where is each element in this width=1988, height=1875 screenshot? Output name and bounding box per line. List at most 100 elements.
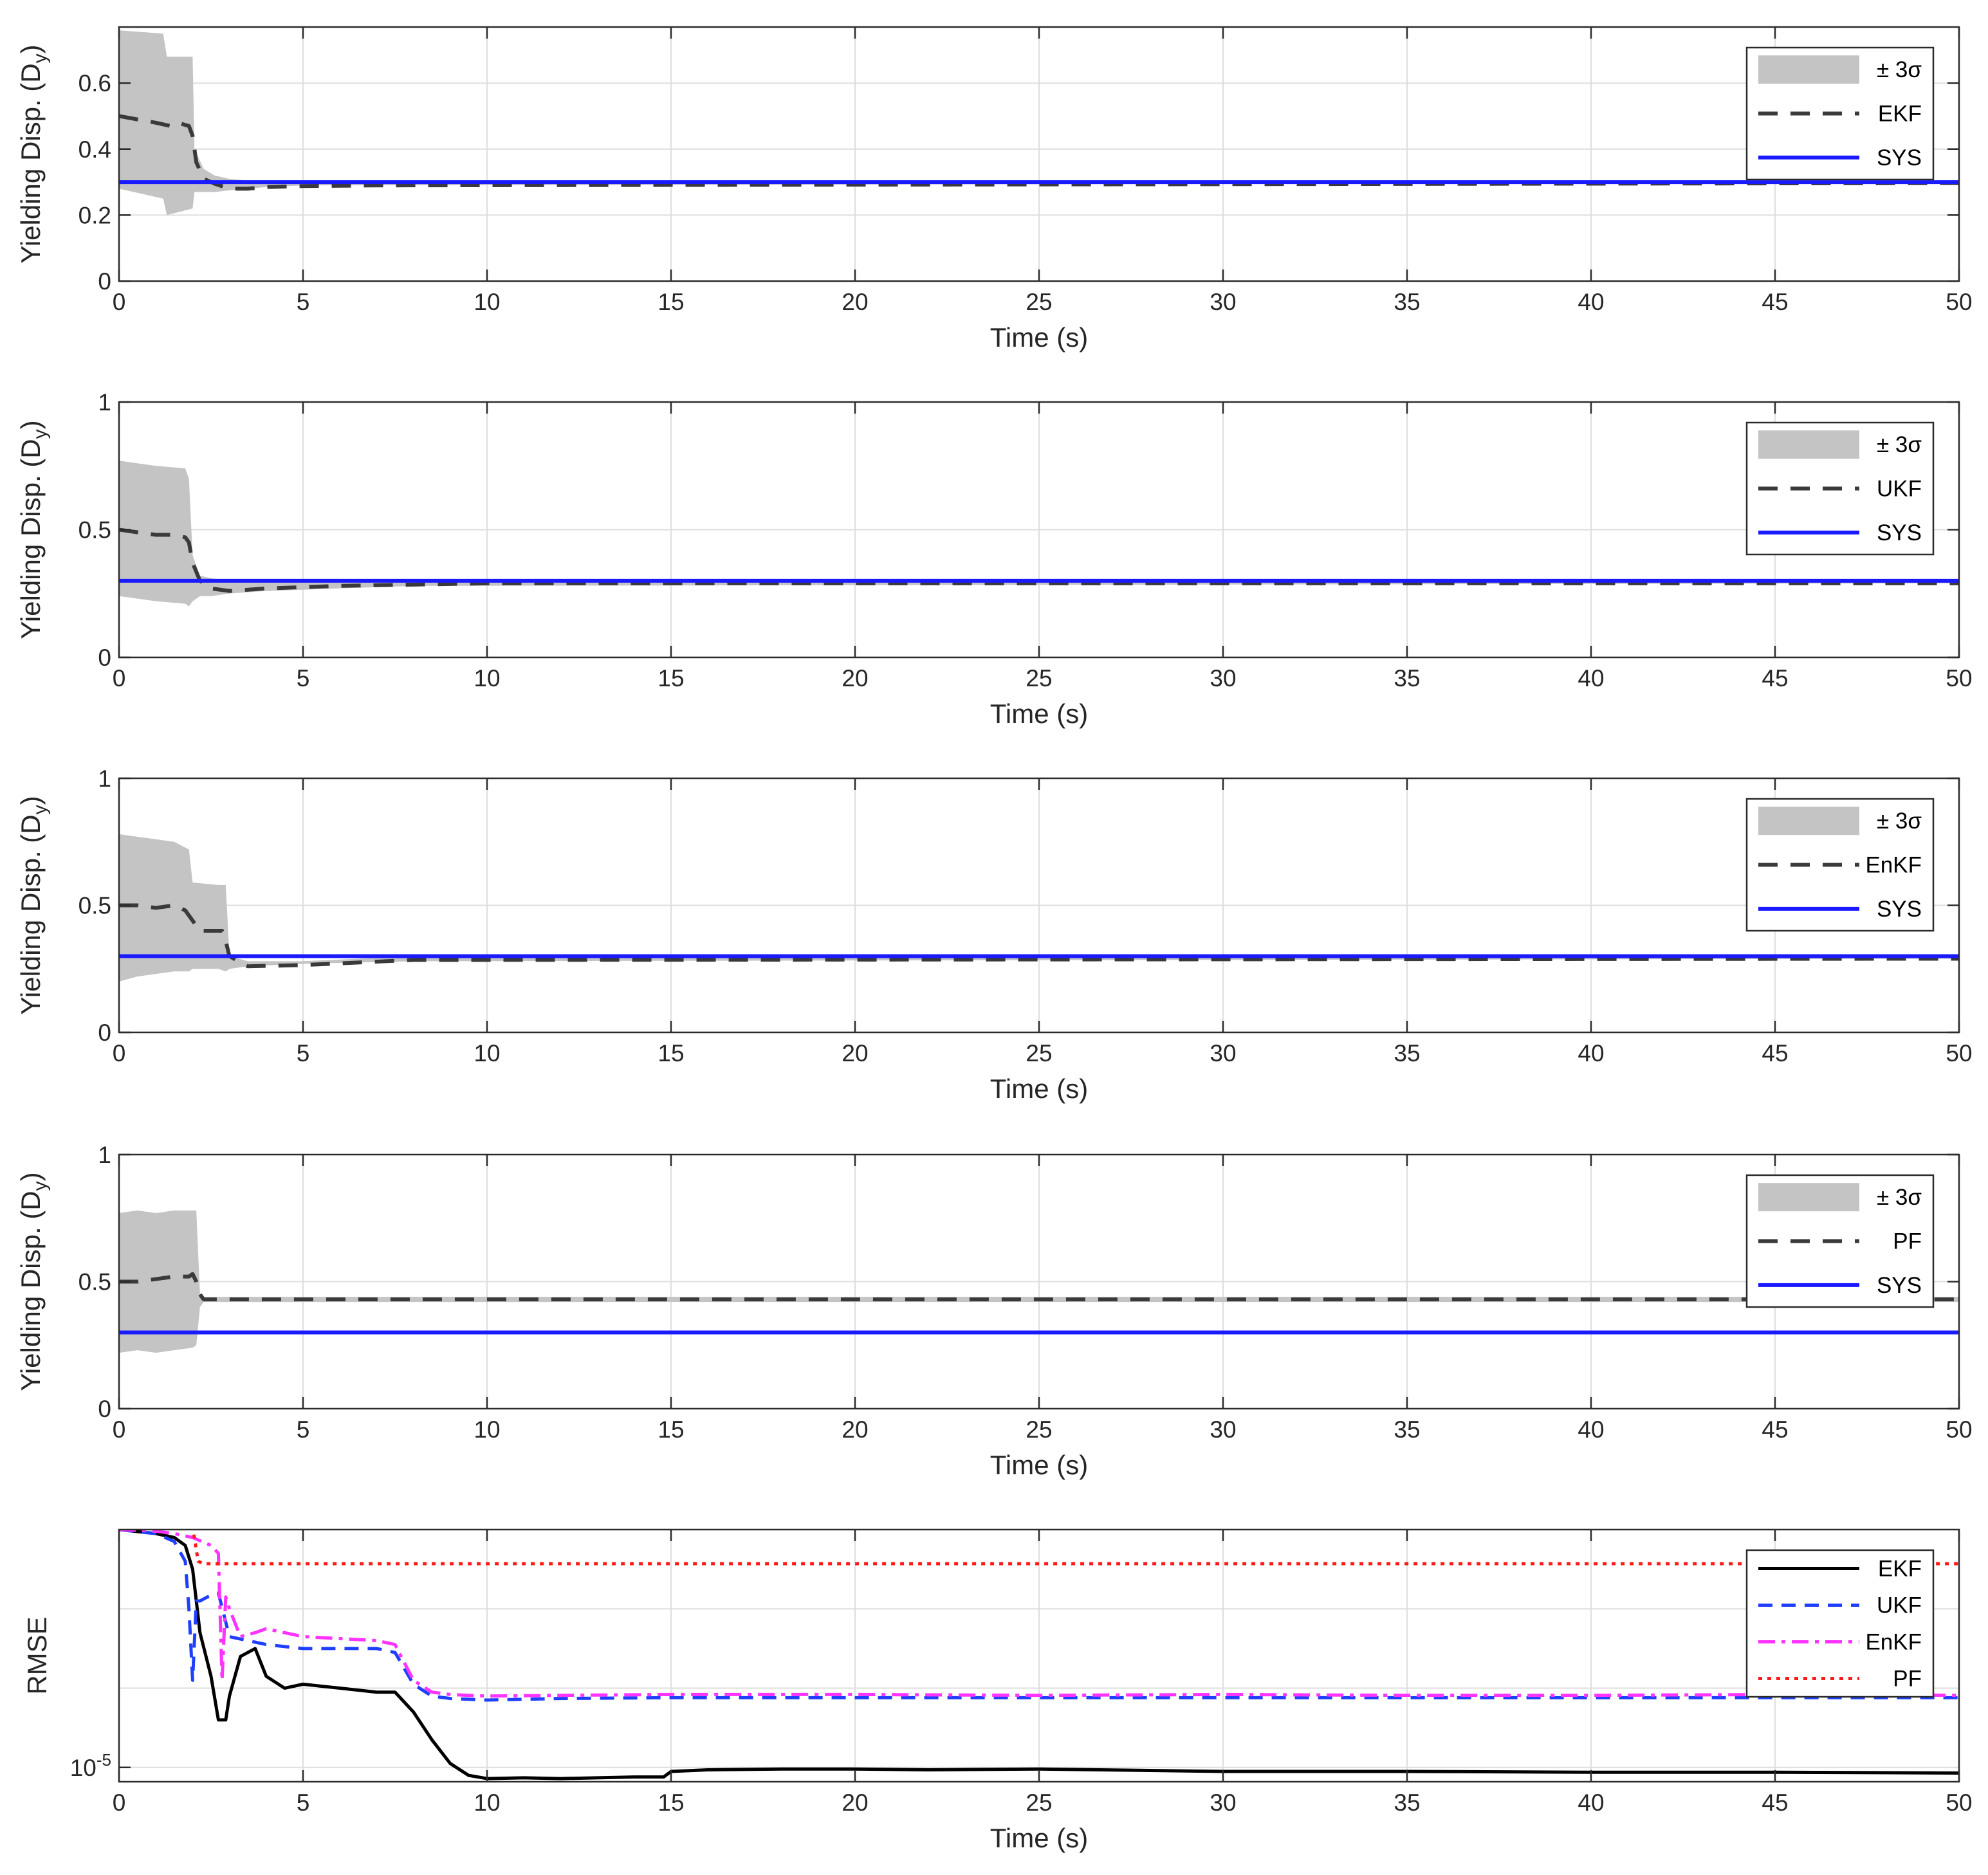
legend-label: PF — [1893, 1229, 1922, 1254]
x-tick-label: 10 — [474, 289, 500, 315]
legend-label: UKF — [1877, 1593, 1922, 1618]
y-axis-label-close: ) — [15, 1172, 46, 1181]
y-tick-label: 0 — [98, 645, 111, 671]
y-axis: 00.51 — [78, 1142, 1959, 1422]
x-tick-label: 50 — [1946, 665, 1972, 691]
x-axis-label: Time (s) — [990, 322, 1088, 352]
legend-label: EnKF — [1865, 1630, 1922, 1655]
x-tick-label: 50 — [1946, 1416, 1972, 1443]
y-axis-label-sub: y — [30, 805, 51, 814]
y-axis-label: RMSE — [22, 1616, 52, 1694]
legend-box — [1745, 1549, 1935, 1698]
x-axis: 0 5 10 15 20 25 30 35 40 45 50 — [113, 778, 1973, 1066]
x-axis-label: Time (s) — [990, 1074, 1088, 1104]
x-tick-label: 35 — [1394, 1040, 1420, 1066]
series-pf-line — [119, 1272, 1959, 1302]
series-enkf-line — [119, 903, 1959, 969]
x-tick-label: 0 — [113, 665, 126, 691]
y-axis: 0 0.2 0.4 0.6 — [78, 70, 1959, 295]
x-tick-label: 15 — [658, 1416, 684, 1443]
x-axis: 0 5 10 15 20 25 30 35 40 45 50 — [113, 27, 1973, 315]
legend: ± 3σ EKF SYS — [1745, 46, 1935, 181]
x-tick-label: 35 — [1394, 665, 1420, 691]
legend-swatch-band — [1758, 807, 1859, 836]
y-tick-label: 1 — [98, 389, 111, 416]
plot-content — [119, 461, 1959, 607]
x-tick-label: 5 — [297, 1416, 310, 1443]
y-tick-exponent: -5 — [97, 1750, 111, 1770]
legend: ± 3σ UKF SYS — [1745, 421, 1935, 556]
y-axis-label-sub: y — [30, 1181, 51, 1191]
y-axis-label: Yielding Disp. (Dy) — [15, 796, 51, 1014]
legend-label: ± 3σ — [1877, 809, 1922, 834]
series-enkf-line — [119, 1530, 1959, 1698]
x-tick-label: 45 — [1762, 1416, 1788, 1443]
y-tick-label: 0 — [98, 268, 111, 295]
plot-content — [119, 834, 1959, 982]
x-tick-label: 30 — [1210, 1040, 1236, 1066]
x-tick-label: 25 — [1026, 1040, 1052, 1066]
panel-ekf: 0 5 10 15 20 25 30 35 40 45 50 Time (s) 0 0.2 0.4 0.6 Yi… — [15, 26, 1973, 352]
x-tick-label: 25 — [1026, 1416, 1052, 1443]
legend: ± 3σ PF SYS — [1745, 1174, 1935, 1308]
x-tick-label: 35 — [1394, 1789, 1420, 1816]
legend-swatch-band — [1758, 430, 1859, 459]
legend: ± 3σ EnKF SYS — [1745, 798, 1935, 932]
x-tick-label: 15 — [658, 1040, 684, 1066]
plot-content — [119, 1210, 1959, 1353]
x-axis-label: Time (s) — [990, 1450, 1088, 1480]
series-ekf-line — [119, 1530, 1959, 1780]
legend-label: EKF — [1878, 1557, 1922, 1582]
x-tick-label: 0 — [113, 289, 126, 315]
x-tick-label: 10 — [474, 1789, 500, 1816]
legend-label: PF — [1893, 1667, 1922, 1692]
x-tick-label: 30 — [1210, 665, 1236, 691]
x-tick-label: 0 — [113, 1040, 126, 1066]
legend-label: EKF — [1878, 102, 1922, 127]
x-tick-label: 40 — [1578, 665, 1604, 691]
x-tick-label: 50 — [1946, 1040, 1972, 1066]
x-tick-label: 25 — [1026, 1789, 1052, 1816]
plot-content — [119, 30, 1959, 215]
y-tick-label: 10-5 — [70, 1750, 111, 1781]
y-tick-label: 0 — [98, 1396, 111, 1422]
x-axis-label: Time (s) — [990, 1823, 1088, 1853]
x-tick-label: 5 — [297, 665, 310, 691]
x-tick-label: 45 — [1762, 665, 1788, 691]
legend-swatch-band — [1758, 55, 1859, 84]
x-tick-label: 45 — [1762, 1789, 1788, 1816]
plot-content — [119, 1530, 1959, 1780]
x-tick-label: 5 — [297, 1789, 310, 1816]
x-tick-label: 30 — [1210, 289, 1236, 315]
y-axis-label-close: ) — [15, 420, 46, 429]
x-tick-label: 15 — [658, 665, 684, 691]
x-axis: 0 5 10 15 20 25 30 35 40 45 50 — [113, 1155, 1973, 1443]
legend-label: UKF — [1877, 477, 1922, 502]
y-axis-label: Yielding Disp. (Dy) — [15, 44, 51, 263]
y-axis-label-main: Yielding Disp. (D — [15, 814, 46, 1014]
legend-label: SYS — [1877, 1273, 1922, 1298]
y-axis-label-sub: y — [30, 53, 51, 63]
y-axis-label-close: ) — [15, 796, 46, 805]
x-tick-label: 10 — [474, 1416, 500, 1443]
x-tick-label: 45 — [1762, 1040, 1788, 1066]
x-tick-label: 5 — [297, 1040, 310, 1066]
x-tick-label: 25 — [1026, 289, 1052, 315]
x-tick-label: 50 — [1946, 1789, 1972, 1816]
y-axis-label: Yielding Disp. (Dy) — [15, 420, 51, 639]
legend-swatch-band — [1758, 1183, 1859, 1212]
x-tick-label: 15 — [658, 289, 684, 315]
x-tick-label: 50 — [1946, 289, 1972, 315]
y-tick-label: 0.5 — [78, 1269, 111, 1295]
y-tick-base: 10 — [70, 1755, 97, 1781]
x-tick-label: 30 — [1210, 1789, 1236, 1816]
x-tick-label: 35 — [1394, 289, 1420, 315]
x-tick-label: 40 — [1578, 1416, 1604, 1443]
y-tick-label: 0.2 — [78, 202, 111, 228]
x-tick-label: 15 — [658, 1789, 684, 1816]
y-axis-label-close: ) — [15, 44, 46, 53]
x-axis: 0 5 10 15 20 25 30 35 40 45 50 — [113, 1530, 1973, 1816]
